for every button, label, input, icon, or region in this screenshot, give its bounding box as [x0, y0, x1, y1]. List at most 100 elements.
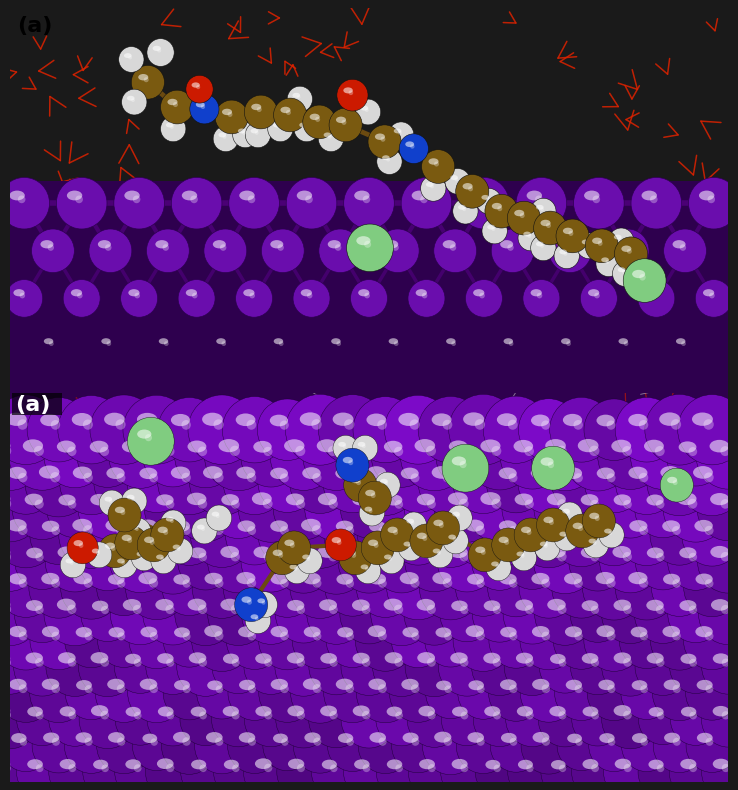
Circle shape [277, 244, 284, 250]
Circle shape [559, 765, 566, 772]
Ellipse shape [646, 653, 663, 664]
Ellipse shape [497, 413, 517, 426]
Circle shape [100, 499, 109, 509]
Circle shape [182, 526, 191, 535]
Circle shape [114, 746, 166, 790]
Circle shape [365, 108, 369, 112]
Circle shape [344, 468, 377, 502]
Ellipse shape [661, 466, 680, 479]
Circle shape [18, 419, 27, 430]
Circle shape [121, 561, 125, 565]
Circle shape [0, 450, 57, 514]
Circle shape [382, 330, 413, 362]
Circle shape [65, 667, 117, 720]
Circle shape [356, 480, 361, 485]
Circle shape [281, 739, 289, 746]
Circle shape [699, 584, 738, 645]
Circle shape [117, 632, 125, 641]
Ellipse shape [613, 705, 631, 717]
Circle shape [163, 614, 215, 667]
Circle shape [668, 585, 724, 643]
Circle shape [492, 498, 501, 509]
Circle shape [573, 178, 624, 229]
Ellipse shape [680, 600, 697, 611]
Circle shape [209, 479, 267, 539]
Circle shape [573, 420, 583, 430]
Circle shape [476, 631, 485, 641]
Ellipse shape [11, 733, 27, 743]
Ellipse shape [452, 706, 468, 717]
Ellipse shape [239, 679, 255, 690]
Circle shape [476, 473, 485, 483]
Circle shape [507, 244, 514, 250]
Ellipse shape [465, 520, 484, 532]
Circle shape [453, 609, 514, 672]
Ellipse shape [663, 679, 680, 690]
Circle shape [108, 498, 141, 532]
Circle shape [436, 424, 498, 488]
Ellipse shape [26, 600, 43, 611]
Circle shape [593, 195, 600, 203]
Ellipse shape [432, 519, 452, 532]
Circle shape [426, 446, 436, 456]
Circle shape [294, 567, 297, 571]
Circle shape [440, 586, 494, 641]
Ellipse shape [0, 492, 10, 505]
Circle shape [248, 195, 255, 203]
Circle shape [456, 718, 511, 773]
Circle shape [248, 738, 256, 746]
Circle shape [67, 552, 77, 562]
Ellipse shape [91, 547, 108, 559]
Circle shape [680, 449, 738, 516]
Circle shape [472, 532, 528, 590]
Ellipse shape [680, 653, 697, 664]
Circle shape [56, 178, 107, 229]
Circle shape [128, 417, 174, 465]
Ellipse shape [486, 760, 500, 769]
Circle shape [455, 559, 511, 616]
Circle shape [183, 685, 190, 693]
Circle shape [384, 395, 452, 465]
Ellipse shape [303, 679, 321, 690]
Circle shape [469, 538, 501, 572]
Ellipse shape [174, 627, 190, 638]
Circle shape [0, 532, 39, 591]
Circle shape [669, 745, 723, 790]
Circle shape [188, 395, 256, 465]
Circle shape [32, 229, 75, 273]
Circle shape [476, 188, 501, 214]
Ellipse shape [481, 195, 489, 200]
Circle shape [199, 765, 207, 772]
Circle shape [394, 341, 399, 346]
Circle shape [18, 195, 26, 203]
Circle shape [29, 558, 89, 618]
Circle shape [100, 553, 109, 562]
Circle shape [697, 530, 738, 593]
Ellipse shape [709, 440, 729, 453]
Ellipse shape [596, 626, 615, 637]
Circle shape [410, 524, 443, 558]
Ellipse shape [384, 555, 392, 559]
Circle shape [582, 555, 646, 620]
Circle shape [683, 559, 738, 617]
Circle shape [175, 424, 237, 487]
Circle shape [657, 765, 664, 772]
Ellipse shape [517, 547, 533, 559]
Circle shape [461, 712, 469, 720]
Ellipse shape [304, 732, 320, 743]
Circle shape [293, 280, 330, 318]
Ellipse shape [681, 707, 697, 717]
Ellipse shape [404, 542, 411, 547]
Ellipse shape [67, 190, 82, 201]
Circle shape [373, 637, 431, 697]
Circle shape [329, 658, 338, 667]
Ellipse shape [417, 494, 435, 506]
Circle shape [80, 587, 134, 641]
Ellipse shape [91, 705, 108, 717]
Ellipse shape [191, 760, 206, 769]
Ellipse shape [547, 493, 566, 506]
Circle shape [493, 553, 501, 562]
Circle shape [705, 579, 714, 588]
Circle shape [410, 521, 415, 525]
Ellipse shape [159, 338, 168, 344]
